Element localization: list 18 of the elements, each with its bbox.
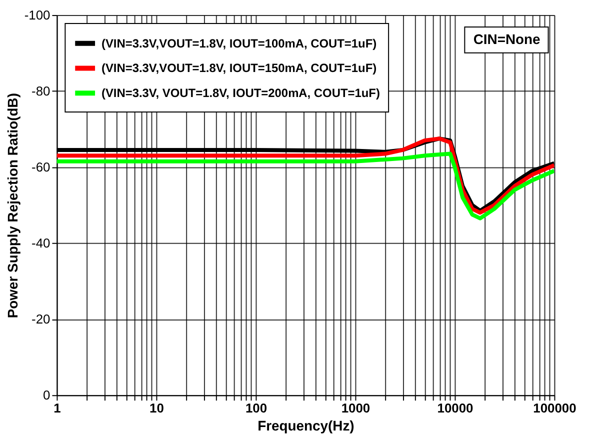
- x-tick-label: 1: [54, 400, 61, 416]
- annotation: CIN=None: [473, 30, 541, 47]
- legend-label: (VIN=3.3V,VOUT=1.8V, IOUT=100mA, COUT=1uF): [101, 36, 377, 50]
- y-tick-label: -100: [24, 8, 50, 22]
- x-axis-title: Frequency(Hz): [258, 417, 354, 434]
- x-tick-label: 10: [150, 400, 164, 416]
- legend-label: (VIN=3.3V,VOUT=1.8V, IOUT=150mA, COUT=1uF): [101, 61, 377, 76]
- x-tick-label: 100000: [533, 400, 576, 416]
- legend-label: (VIN=3.3V, VOUT=1.8V, IOUT=200mA, COUT=1uF): [101, 86, 380, 100]
- y-tick-label: 0: [43, 388, 50, 403]
- y-tick-label: -40: [32, 236, 50, 251]
- y-tick-label: -80: [32, 84, 50, 99]
- x-tick-label: 100: [245, 400, 267, 416]
- y-tick-label: -60: [32, 160, 50, 175]
- y-tick-label: -20: [32, 312, 50, 327]
- x-tick-label: 1000: [341, 400, 370, 416]
- y-axis-title: Power Supply Rejection Ratio(dB): [4, 93, 20, 318]
- x-tick-label: 10000: [437, 400, 474, 416]
